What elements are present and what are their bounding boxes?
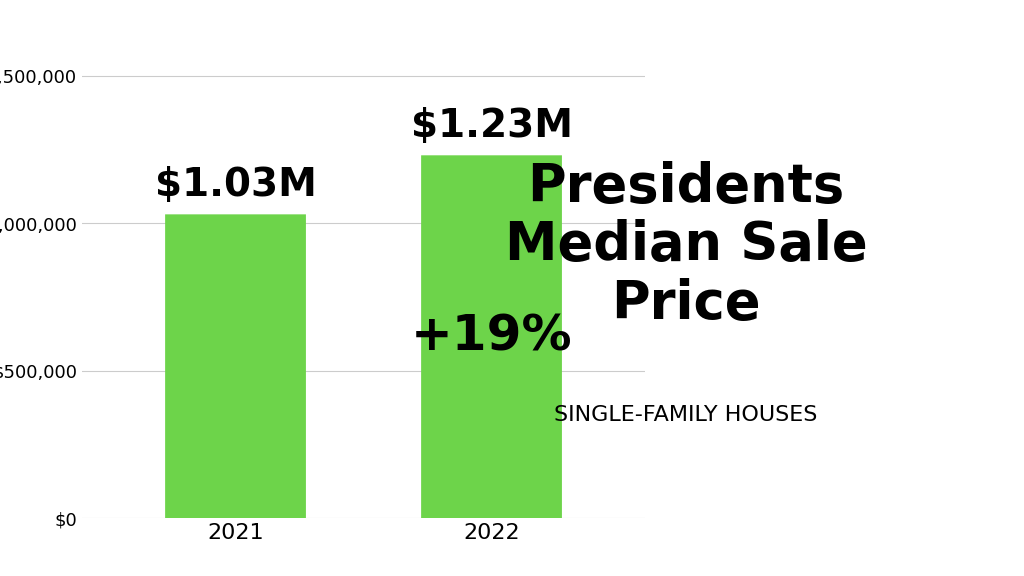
- Text: SINGLE-FAMILY HOUSES: SINGLE-FAMILY HOUSES: [554, 405, 818, 425]
- Text: Presidents
Median Sale
Price: Presidents Median Sale Price: [505, 161, 867, 329]
- Bar: [165, 214, 306, 518]
- FancyBboxPatch shape: [421, 156, 562, 518]
- Text: $1.03M: $1.03M: [155, 166, 316, 204]
- Text: +19%: +19%: [411, 313, 572, 361]
- FancyBboxPatch shape: [165, 214, 306, 518]
- Bar: [421, 156, 562, 518]
- Text: $1.23M: $1.23M: [411, 107, 572, 145]
